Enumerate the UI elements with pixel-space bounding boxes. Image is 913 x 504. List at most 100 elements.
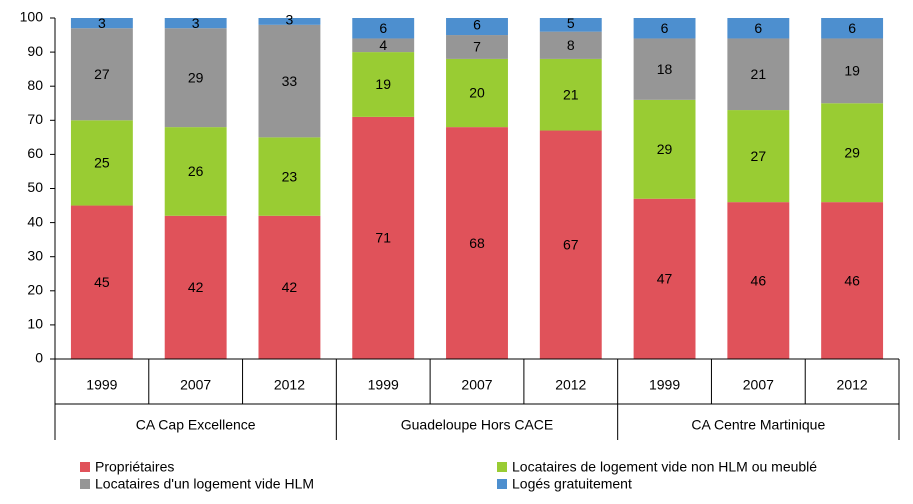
y-tick-label: 10 xyxy=(27,316,43,332)
legend-label: Locataires d'un logement vide HLM xyxy=(95,476,314,492)
data-label: 29 xyxy=(657,141,673,157)
y-tick-label: 50 xyxy=(27,179,43,195)
bar-segment xyxy=(258,215,321,359)
bar-segment xyxy=(446,58,508,128)
bar-segment xyxy=(821,38,884,104)
data-label: 6 xyxy=(754,20,762,36)
data-label: 27 xyxy=(94,66,110,82)
data-label: 19 xyxy=(844,63,860,79)
bar-segment xyxy=(164,28,227,128)
bar-segment xyxy=(352,38,415,53)
group-label: CA Centre Martinique xyxy=(691,417,825,433)
plot-area xyxy=(70,18,884,359)
bar-segment xyxy=(539,58,602,131)
x-tick-label: 2007 xyxy=(180,377,211,393)
legend-swatch xyxy=(497,479,507,489)
data-label: 42 xyxy=(282,279,298,295)
data-label: 6 xyxy=(379,20,387,36)
bar-segment xyxy=(258,137,321,216)
group-label: Guadeloupe Hors CACE xyxy=(401,417,554,433)
data-label: 5 xyxy=(567,15,575,31)
y-tick-label: 60 xyxy=(27,145,43,161)
bar-segment xyxy=(352,116,415,359)
bar-segment xyxy=(727,38,790,111)
bar-segment xyxy=(70,18,133,29)
x-tick-label: 1999 xyxy=(86,377,117,393)
legend-label: Propriétaires xyxy=(95,459,174,475)
bar-segment xyxy=(633,198,696,359)
bar-segment xyxy=(164,215,227,359)
data-label: 29 xyxy=(844,144,860,160)
x-tick-label: 2007 xyxy=(461,377,492,393)
x-tick-label: 1999 xyxy=(649,377,680,393)
bar-segment xyxy=(727,110,790,203)
y-tick-label: 40 xyxy=(27,213,43,229)
bar-segment xyxy=(539,31,602,59)
bar-segment xyxy=(821,18,884,39)
data-label: 6 xyxy=(473,17,481,33)
data-label: 8 xyxy=(567,37,575,53)
bar-segment xyxy=(258,24,321,138)
bar-segment xyxy=(633,38,696,100)
y-tick-label: 100 xyxy=(20,9,44,25)
y-tick-label: 80 xyxy=(27,77,43,93)
x-tick-label: 2007 xyxy=(743,377,774,393)
data-label: 3 xyxy=(192,15,200,31)
bar-segment xyxy=(539,18,602,32)
data-label: 71 xyxy=(375,230,391,246)
x-tick-label: 2012 xyxy=(274,377,305,393)
bar-segment xyxy=(727,202,790,359)
y-tick-label: 20 xyxy=(27,282,43,298)
data-label: 20 xyxy=(469,85,485,101)
data-label: 4 xyxy=(379,37,387,53)
data-label: 7 xyxy=(473,39,481,55)
data-label: 42 xyxy=(188,279,204,295)
x-tick-label: 2012 xyxy=(555,377,586,393)
data-label: 6 xyxy=(661,20,669,36)
data-label: 3 xyxy=(286,11,294,27)
y-tick-label: 70 xyxy=(27,111,43,127)
legend-swatch xyxy=(80,479,90,489)
bar-segment xyxy=(727,18,790,39)
bar-segment xyxy=(70,205,133,359)
x-tick-label: 2012 xyxy=(837,377,868,393)
bar-segment xyxy=(70,28,133,121)
legend-swatch xyxy=(80,462,90,472)
bar-segment xyxy=(352,52,415,117)
data-label: 67 xyxy=(563,236,579,252)
y-tick-label: 30 xyxy=(27,247,43,263)
data-label: 46 xyxy=(751,272,767,288)
data-label: 26 xyxy=(188,163,204,179)
data-label: 21 xyxy=(751,66,767,82)
legend-label: Locataires de logement vide non HLM ou m… xyxy=(512,459,817,475)
bar-segment xyxy=(446,35,508,59)
group-label: CA Cap Excellence xyxy=(136,417,256,433)
x-tick-label: 1999 xyxy=(368,377,399,393)
bar-segment xyxy=(352,18,415,39)
bar-segment xyxy=(70,120,133,206)
data-label: 29 xyxy=(188,69,204,85)
data-label: 47 xyxy=(657,271,673,287)
data-label: 45 xyxy=(94,274,110,290)
data-label: 21 xyxy=(563,86,579,102)
bar-segment xyxy=(164,127,227,216)
legend-swatch xyxy=(497,462,507,472)
bar-segment xyxy=(164,18,227,29)
bar-segment xyxy=(258,18,321,25)
data-label: 25 xyxy=(94,155,110,171)
data-label: 23 xyxy=(282,168,298,184)
bar-segment xyxy=(633,18,696,39)
bar-segment xyxy=(539,130,602,359)
bar-segment xyxy=(633,99,696,199)
bar-segment xyxy=(446,127,508,359)
data-label: 46 xyxy=(844,272,860,288)
data-label: 68 xyxy=(469,235,485,251)
data-label: 19 xyxy=(375,76,391,92)
y-tick-label: 0 xyxy=(35,350,43,366)
data-label: 27 xyxy=(751,148,767,164)
bar-segment xyxy=(821,103,884,203)
bar-segment xyxy=(821,202,884,359)
legend-label: Logés gratuitement xyxy=(512,476,632,492)
data-label: 6 xyxy=(848,20,856,36)
